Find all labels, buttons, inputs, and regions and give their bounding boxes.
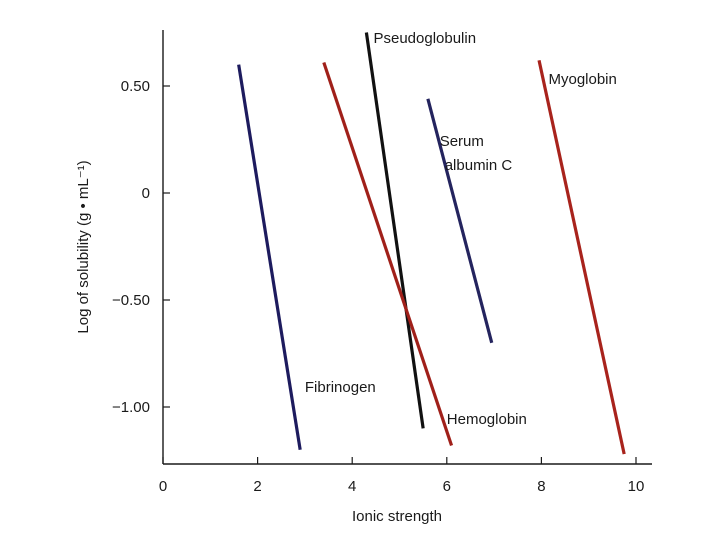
series-label-serum-albumin-c: Serum albumin C: [440, 133, 513, 174]
series-label-hemoglobin: Hemoglobin: [447, 411, 527, 428]
series-label-pseudoglobulin: Pseudoglobulin: [373, 30, 476, 47]
x-tick-label: 0: [159, 478, 167, 495]
series-line-hemoglobin: [322, 61, 454, 447]
x-ticks: 0 2 4 6 8 10: [159, 457, 645, 495]
series-line-fibrinogen: [237, 64, 302, 451]
series-label-fibrinogen: Fibrinogen: [305, 379, 376, 396]
x-tick-label: 10: [628, 478, 645, 495]
x-axis-title: Ionic strength: [352, 508, 442, 525]
x-tick-label: 4: [348, 478, 356, 495]
y-axis-title: Log of solubility (g • mL⁻¹): [75, 160, 92, 333]
x-tick-label: 2: [253, 478, 261, 495]
series-label-myoglobin: Myoglobin: [548, 71, 616, 88]
series-labels: Fibrinogen Pseudoglobulin Hemoglobin Serum a…: [305, 30, 617, 428]
y-tick-label: −0.50: [112, 292, 150, 309]
axes: [162, 30, 652, 465]
y-tick-label: −1.00: [112, 399, 150, 416]
series-lines: [237, 32, 626, 455]
x-tick-label: 6: [443, 478, 451, 495]
y-ticks: 0.50 0 −0.50 −1.00: [112, 78, 170, 416]
series-line-pseudoglobulin: [364, 32, 425, 429]
series-line-serum-albumin-c: [426, 98, 494, 344]
y-tick-label: 0.50: [121, 78, 150, 95]
series-line-myoglobin: [537, 59, 626, 455]
y-tick-label: 0: [142, 185, 150, 202]
x-tick-label: 8: [537, 478, 545, 495]
